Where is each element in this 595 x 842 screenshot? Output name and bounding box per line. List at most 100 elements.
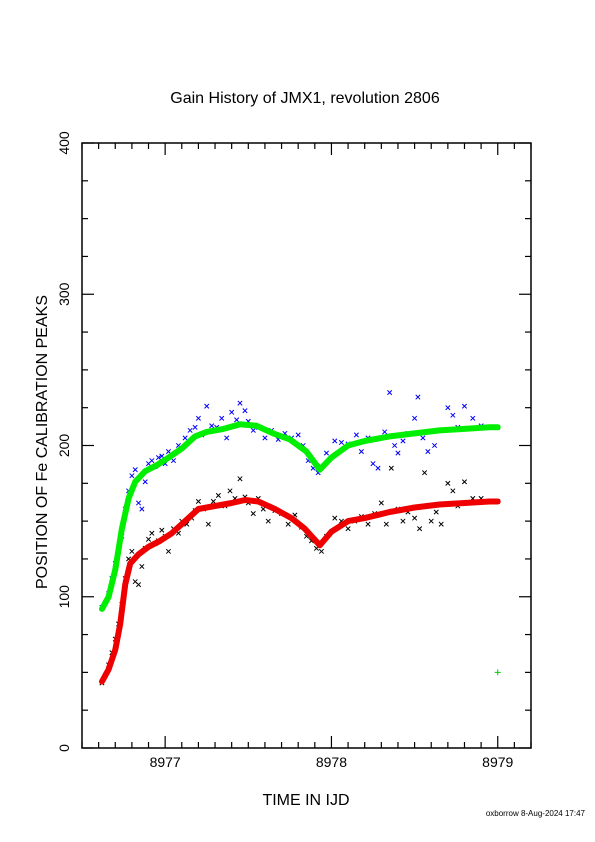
- data-point: [425, 448, 431, 455]
- data-point: [132, 467, 138, 473]
- data-point: [375, 465, 381, 471]
- data-point: [224, 435, 230, 441]
- data-point: [382, 429, 388, 435]
- data-point: [332, 438, 338, 444]
- data-point: [400, 438, 406, 444]
- fit-curve: [99, 421, 501, 612]
- data-point: [422, 470, 428, 476]
- data-point: [387, 390, 393, 396]
- y-tick-label: 400: [56, 131, 72, 155]
- data-point: [139, 563, 145, 570]
- data-point: [332, 515, 338, 521]
- data-point: [242, 408, 248, 414]
- data-point: [192, 424, 198, 430]
- data-point: [417, 526, 423, 532]
- y-tick-label: 0: [56, 744, 72, 752]
- data-point: [129, 548, 135, 554]
- data-point: [215, 492, 221, 498]
- data-point: [129, 473, 135, 479]
- y-tick-label: 200: [56, 434, 72, 458]
- data-point: [438, 521, 444, 527]
- data-point: [433, 509, 439, 515]
- data-point: [461, 479, 468, 485]
- data-point: [250, 511, 256, 517]
- data-series: [99, 390, 501, 686]
- series-2: [99, 421, 501, 612]
- y-axis-title: POSITION OF Fe CALIBRATION PEAKS: [34, 295, 51, 589]
- data-point: [149, 458, 155, 464]
- data-point: [345, 526, 351, 532]
- data-point: [237, 400, 243, 406]
- data-point: [209, 423, 215, 429]
- data-point: [227, 488, 233, 494]
- data-point: [250, 427, 256, 433]
- data-point: [383, 521, 389, 527]
- series-4: [494, 669, 501, 676]
- data-point: [204, 403, 210, 409]
- data-point: [149, 530, 155, 536]
- data-point: [205, 521, 211, 527]
- series-1: [99, 465, 501, 686]
- data-point: [338, 439, 344, 446]
- data-point: [412, 415, 418, 421]
- data-point: [392, 442, 398, 449]
- data-point: [195, 498, 201, 505]
- data-point: [234, 417, 240, 423]
- data-point: [265, 518, 271, 524]
- data-point: [135, 582, 142, 588]
- data-point: [318, 548, 325, 554]
- x-tick-label: 8979: [482, 754, 513, 770]
- data-point: [388, 465, 394, 471]
- data-point: [155, 455, 162, 461]
- data-point: [470, 415, 476, 421]
- x-tick-label: 8978: [316, 754, 347, 770]
- data-point: [431, 442, 438, 449]
- data-point: [494, 669, 501, 676]
- data-point: [170, 458, 177, 464]
- x-tick-label: 8977: [150, 754, 181, 770]
- axis-ticks: 0 100 200 300 400 8977 8978 8979: [56, 131, 532, 770]
- data-point: [229, 409, 235, 415]
- data-point: [370, 461, 376, 467]
- data-point: [450, 412, 456, 418]
- data-point: [187, 427, 193, 433]
- data-point: [400, 518, 406, 524]
- data-point: [219, 415, 225, 421]
- data-point: [295, 432, 301, 438]
- data-point: [145, 536, 152, 542]
- data-point: [461, 403, 468, 409]
- data-point: [165, 548, 172, 554]
- data-point: [428, 518, 434, 524]
- data-point: [135, 500, 142, 506]
- data-point: [420, 435, 426, 441]
- data-point: [323, 450, 330, 456]
- data-point: [262, 435, 268, 441]
- plot-area-border: [81, 142, 532, 749]
- y-tick-label: 300: [56, 282, 72, 306]
- data-point: [395, 450, 401, 456]
- series-3: [99, 497, 501, 685]
- x-axis-title: TIME IN IJD: [262, 792, 349, 809]
- series-0: [99, 390, 501, 610]
- footer-stamp: oxborrow 8-Aug-2024 17:47: [485, 809, 585, 818]
- data-point: [285, 521, 291, 527]
- data-point: [237, 476, 243, 482]
- data-point: [159, 527, 165, 533]
- data-point: [378, 500, 384, 506]
- data-point: [139, 506, 145, 512]
- y-tick-label: 100: [56, 585, 72, 609]
- data-point: [358, 448, 364, 455]
- data-point: [142, 479, 148, 485]
- data-point: [195, 415, 201, 421]
- data-point: [353, 432, 359, 438]
- data-point: [365, 521, 371, 527]
- data-point: [445, 480, 451, 486]
- data-point: [182, 435, 188, 441]
- chart-title: Gain History of JMX1, revolution 2806: [170, 90, 440, 107]
- data-point: [412, 515, 418, 521]
- plot-frame: [81, 142, 532, 749]
- data-point: [445, 405, 451, 411]
- data-point: [450, 488, 456, 494]
- data-point: [415, 394, 421, 400]
